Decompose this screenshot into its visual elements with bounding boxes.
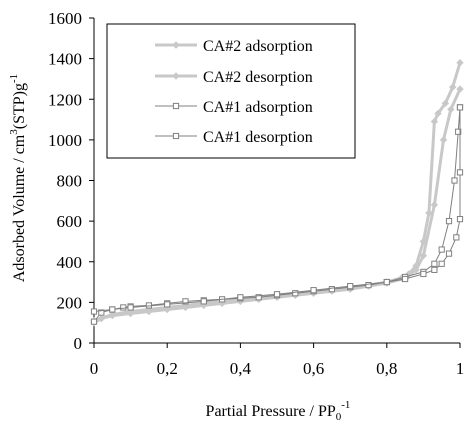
data-point <box>383 278 390 286</box>
legend-label: CA#2 adsorption <box>203 38 313 55</box>
legend-label: CA#1 adsorption <box>203 99 313 116</box>
data-point <box>412 262 420 270</box>
data-point <box>456 85 464 93</box>
y-tick-label: 600 <box>57 212 83 231</box>
data-point <box>420 270 427 278</box>
legend: CA#2 adsorption CA#2 desorption CA#1 adsor… <box>106 23 356 159</box>
data-point <box>430 201 439 209</box>
legend-box <box>106 23 356 159</box>
data-point <box>447 105 455 114</box>
data-point <box>292 290 299 297</box>
data-point <box>310 287 317 294</box>
data-point <box>431 260 438 267</box>
data-point <box>434 109 442 118</box>
legend-swatch-marker <box>172 132 180 140</box>
x-axis-title: Partial Pressure / PP0-1 <box>206 399 351 423</box>
data-point <box>365 282 372 289</box>
data-point <box>445 218 453 225</box>
data-point <box>419 237 428 246</box>
data-point <box>430 117 439 126</box>
data-point <box>425 209 433 217</box>
data-point <box>120 304 127 311</box>
legend-label: CA#2 desorption <box>203 69 313 86</box>
data-point <box>98 309 105 316</box>
data-point <box>439 136 448 144</box>
data-point <box>273 291 281 298</box>
series-4 <box>90 104 464 315</box>
data-point <box>90 308 98 315</box>
data-point <box>456 104 464 111</box>
data-point <box>255 294 262 301</box>
legend-swatch-marker <box>172 41 180 49</box>
x-tick-label: 0 <box>90 359 99 378</box>
data-point <box>419 251 428 260</box>
y-tick-label: 800 <box>57 172 83 191</box>
y-tick-label: 400 <box>57 253 83 272</box>
y-tick-label: 1600 <box>48 9 82 28</box>
data-point <box>438 260 445 267</box>
data-point <box>328 286 335 293</box>
x-tick-label: 1 <box>456 359 465 378</box>
y-tick-label: 1000 <box>48 131 82 150</box>
y-tick-label: 1400 <box>48 50 82 69</box>
data-point <box>109 306 116 313</box>
legend-swatch-marker <box>172 102 180 110</box>
data-point <box>438 246 445 253</box>
data-point <box>237 294 244 301</box>
series-layer <box>90 58 464 327</box>
y-tick-label: 200 <box>57 293 83 312</box>
data-point <box>200 298 207 305</box>
data-point <box>347 283 354 290</box>
data-point <box>402 275 409 283</box>
data-point <box>456 169 464 176</box>
data-point <box>127 304 134 311</box>
data-point <box>108 310 117 319</box>
data-point <box>182 298 189 305</box>
data-point <box>456 58 464 67</box>
data-point <box>164 301 171 308</box>
legend-swatch-marker <box>172 72 180 80</box>
data-point <box>431 266 438 273</box>
x-tick-label: 0,8 <box>376 359 397 378</box>
data-point <box>456 215 464 223</box>
data-point <box>441 99 450 108</box>
y-tick-label: 1200 <box>48 90 82 109</box>
x-ticks: 0 0,2 0,4 0,6 0,8 1 <box>90 343 465 378</box>
x-tick-label: 0,6 <box>303 359 324 378</box>
data-point <box>453 234 460 241</box>
x-tick-label: 0,2 <box>157 359 178 378</box>
x-tick-label: 0,4 <box>230 359 252 378</box>
legend-label: CA#1 desorption <box>203 129 313 146</box>
y-tick-label: 0 <box>74 334 83 353</box>
y-ticks: 0 200 400 600 800 1000 1200 1400 1600 <box>48 9 94 353</box>
y-axis-title: Adsorbed Volume / cm3(STP)g-1 <box>8 74 28 282</box>
data-point <box>445 250 453 257</box>
data-point <box>90 318 98 325</box>
data-point <box>451 177 458 184</box>
data-point <box>455 128 462 135</box>
data-point <box>448 83 457 91</box>
